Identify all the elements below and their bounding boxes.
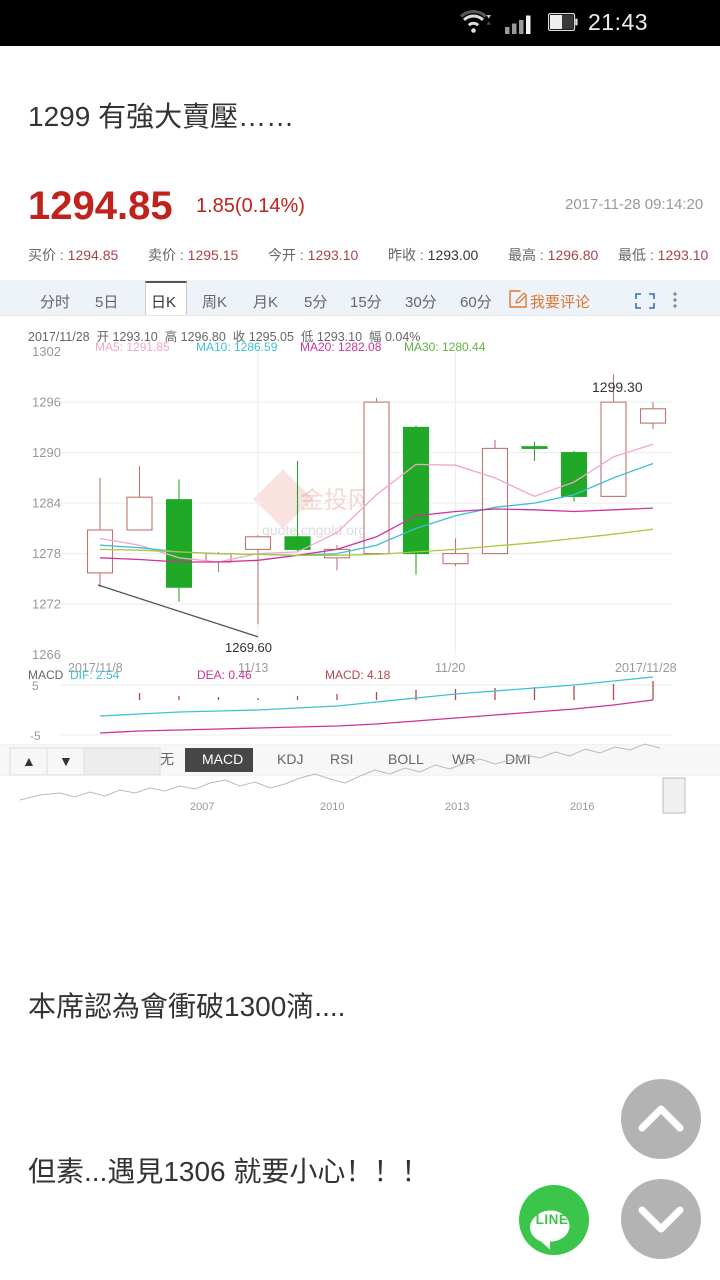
svg-text:1278: 1278 xyxy=(32,546,61,561)
svg-text:▼: ▼ xyxy=(59,753,73,769)
svg-text:1284: 1284 xyxy=(32,496,61,511)
svg-text:DIF: 2.54: DIF: 2.54 xyxy=(70,668,120,682)
svg-text:2017/11/28: 2017/11/28 xyxy=(615,661,677,675)
svg-text:DEA: 0.46: DEA: 0.46 xyxy=(197,668,252,682)
svg-text:▲: ▲ xyxy=(22,753,36,769)
svg-text:RSI: RSI xyxy=(330,751,353,767)
svg-text:2016: 2016 xyxy=(570,801,594,813)
svg-text:WR: WR xyxy=(452,751,475,767)
svg-text:2007: 2007 xyxy=(190,801,214,813)
svg-text:1296: 1296 xyxy=(32,395,61,410)
svg-text:KDJ: KDJ xyxy=(277,751,303,767)
svg-text:无: 无 xyxy=(160,751,174,767)
svg-text:-5: -5 xyxy=(30,729,41,743)
svg-text:MACD: 4.18: MACD: 4.18 xyxy=(325,668,391,682)
svg-text:2013: 2013 xyxy=(445,801,469,813)
svg-text:MACD: MACD xyxy=(202,751,243,767)
svg-text:5: 5 xyxy=(32,679,39,693)
svg-text:1272: 1272 xyxy=(32,597,61,612)
svg-text:1266: 1266 xyxy=(32,647,61,662)
svg-text:DMI: DMI xyxy=(505,751,531,767)
svg-text:1269.60: 1269.60 xyxy=(225,640,272,655)
svg-text:1290: 1290 xyxy=(32,445,61,460)
svg-text:1299.30: 1299.30 xyxy=(592,379,643,395)
svg-text:1302: 1302 xyxy=(32,344,61,359)
svg-text:11/20: 11/20 xyxy=(435,661,465,675)
svg-text:2010: 2010 xyxy=(320,801,344,813)
svg-text:BOLL: BOLL xyxy=(388,751,424,767)
svg-text:quote.cngold.org: quote.cngold.org xyxy=(262,522,366,538)
